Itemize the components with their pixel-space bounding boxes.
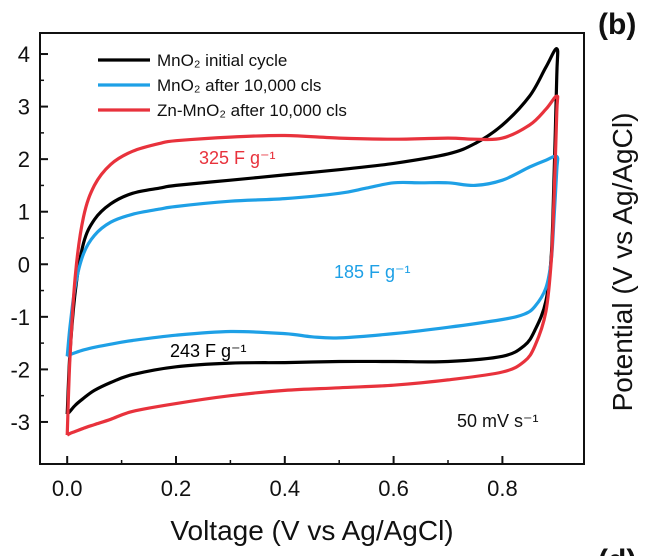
- y-tick-label: 4: [18, 42, 30, 67]
- y-tick-label: -1: [10, 305, 30, 330]
- y-tick-label: 3: [18, 95, 30, 120]
- x-tick-label: 0.2: [161, 476, 192, 501]
- x-tick-label: 0.6: [378, 476, 409, 501]
- series-line-2: [65, 94, 560, 437]
- panel-label-d: (d): [598, 544, 636, 556]
- capacitance-label-2: 325 F g⁻¹: [199, 148, 276, 168]
- capacitance-label-0: 243 F g⁻¹: [170, 341, 247, 361]
- series-line-1: [65, 154, 560, 358]
- y-tick-label: 2: [18, 147, 30, 172]
- y-tick-label: 0: [18, 252, 30, 277]
- capacitance-annotations: 243 F g⁻¹ 185 F g⁻¹ 325 F g⁻¹: [170, 148, 411, 361]
- plot-frame: [39, 32, 585, 465]
- scan-rate-label: 50 mV s⁻¹: [457, 411, 539, 431]
- x-tick-label: 0.4: [270, 476, 301, 501]
- series-lines: [65, 47, 560, 437]
- panel-label-b: (b): [598, 8, 636, 41]
- legend-label-1: MnO₂ after 10,000 cls: [157, 76, 321, 95]
- x-tick-label: 0.0: [52, 476, 83, 501]
- legend-label-2: Zn-MnO₂ after 10,000 cls: [157, 101, 347, 120]
- x-axis-ticks: 0.0 0.2 0.4 0.6 0.8: [52, 456, 518, 501]
- series-line-0: [65, 47, 560, 416]
- x-tick-label: 0.8: [487, 476, 518, 501]
- right-axis-label: Potential (V vs Ag/AgCl): [607, 113, 638, 412]
- x-axis-label: Voltage (V vs Ag/AgCl): [170, 515, 453, 546]
- legend: MnO₂ initial cycle MnO₂ after 10,000 cls Z…: [98, 51, 347, 120]
- capacitance-label-1: 185 F g⁻¹: [334, 262, 411, 282]
- y-tick-label: -3: [10, 410, 30, 435]
- y-tick-label: 1: [18, 200, 30, 225]
- y-tick-label: -2: [10, 357, 30, 382]
- legend-label-0: MnO₂ initial cycle: [157, 51, 287, 70]
- y-axis-ticks: -3 -2 -1 0 1 2 3 4: [10, 42, 48, 435]
